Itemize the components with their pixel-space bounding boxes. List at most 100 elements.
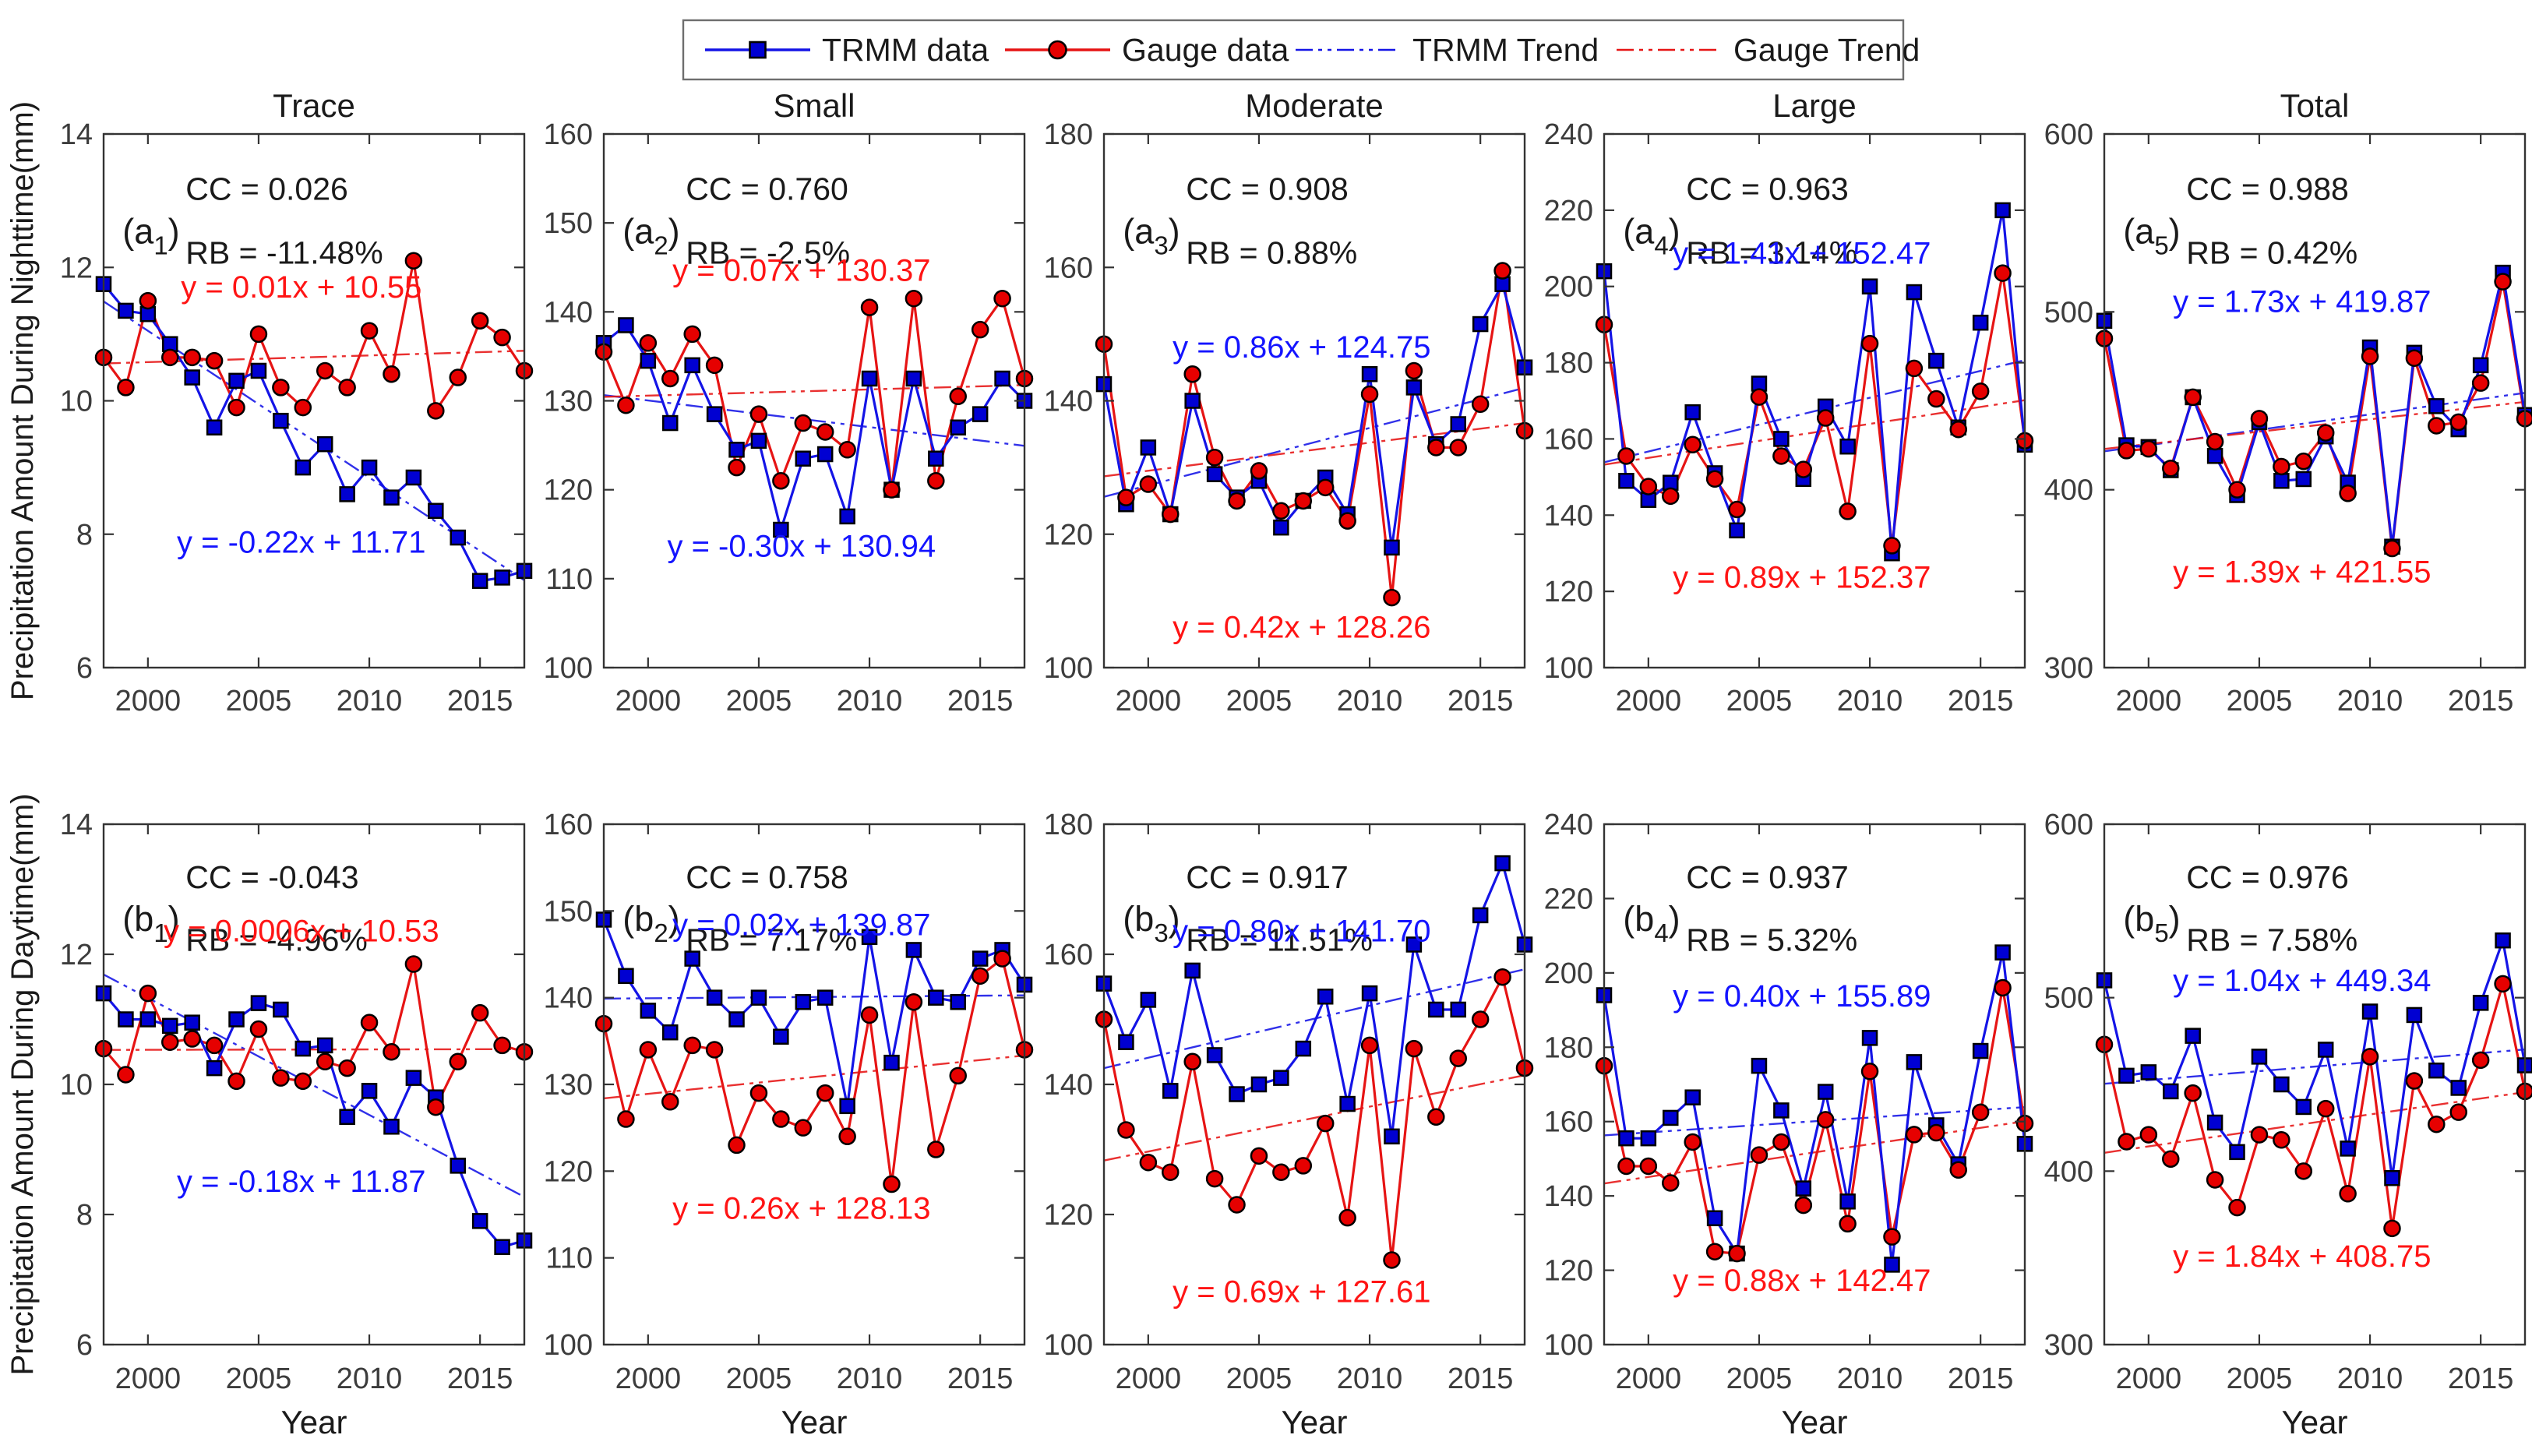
gauge-point [1728,1244,1746,1263]
y-tick-label: 600 [2044,809,2093,841]
gauge-point [1139,475,1158,493]
gauge-point [2206,432,2224,451]
cc-value: CC = 0.917 [1186,859,1349,895]
trmm-point [773,1028,789,1045]
y-tick-label: 140 [1544,499,1593,532]
gauge-point [427,402,445,420]
y-tick-label: 600 [2044,118,2093,151]
legend-label: Gauge Trend [1733,32,1920,68]
gauge-point [2361,1048,2379,1066]
trmm-point [1206,1047,1223,1063]
gauge-point [617,396,635,414]
trmm-point [294,459,312,476]
x-tick-label: 2010 [1337,1363,1403,1395]
gauge-point [183,1030,201,1048]
panel-b5: 2000 2005 2010 2015 300 400 500 600 Year (b5)CC =… [2044,809,2532,1440]
trmm-point [839,508,855,525]
legend-item-gauge-data: Gauge data [1005,32,1289,68]
gauge-point [1994,264,2012,282]
legend-label: TRMM data [822,32,989,68]
gauge-point [1250,1147,1268,1165]
trmm-point [1450,416,1466,432]
gauge-point [383,365,400,383]
gauge-point [1139,1153,1158,1172]
x-tick-label: 2015 [2448,1363,2514,1395]
panel-title: Moderate [1245,87,1383,124]
gauge-point [2361,347,2379,365]
y-tick-label: 100 [544,1329,593,1362]
cc-value: CC = 0.976 [2186,859,2349,895]
gauge-point [1772,447,1790,465]
trmm-point [1428,1001,1444,1018]
gauge-point [1750,388,1769,406]
gauge-point [816,1084,834,1102]
y-tick-label: 400 [2044,474,2093,507]
gauge-equation: y = 0.88x + 142.47 [1673,1264,1931,1298]
trmm-point [471,573,488,589]
y-tick-label: 160 [1044,252,1093,284]
trmm-point [928,989,944,1006]
panel-label: (a5) [2123,211,2180,259]
legend: TRMM data Gauge data TRMM Trend Gauge Trend [682,19,1920,81]
gauge-point [2405,349,2424,367]
x-tick-label: 2005 [726,1363,792,1395]
y-tick-label: 240 [1544,809,1593,841]
gauge-point [205,351,224,370]
y-tick-label: 150 [544,207,593,240]
trmm-point [1229,1086,1245,1102]
trmm-point [640,1003,657,1019]
gauge-trend-line [1603,399,2026,466]
gauge-point [2339,1185,2357,1203]
gauge-point [404,955,423,973]
gauge-point [117,1066,135,1084]
gauge-point [1816,409,1835,427]
trmm-point [1994,944,2011,961]
trmm-point [1795,1180,1812,1197]
y-tick-label: 10 [60,1069,93,1102]
gauge-equation: y = 0.69x + 127.61 [1173,1275,1430,1310]
gauge-point [1860,1063,1879,1081]
trmm-point [1906,284,1923,301]
trmm-point [405,469,422,486]
y-tick-label: 180 [1044,809,1093,841]
gauge-point [183,348,201,367]
trmm-point [1140,992,1157,1008]
gauge-point [2449,1103,2467,1121]
gauge-point [639,334,658,352]
gauge-point [661,1093,679,1111]
trmm-equation: y = -0.30x + 130.94 [667,529,936,563]
gauge-point [2118,442,2135,460]
panel-label: (a4) [1623,211,1680,259]
gauge-point [2139,439,2158,458]
y-tick-label: 130 [544,386,593,418]
gauge-point [1794,460,1813,478]
legend-item-gauge-trend: Gauge Trend [1617,32,1920,68]
legend-label: Gauge data [1122,32,1289,68]
y-tick-label: 120 [1044,1199,1093,1232]
x-tick-label: 2005 [226,1363,292,1395]
trmm-point [471,1213,488,1229]
x-tick-label: 2000 [1616,1363,1682,1395]
plot-area [604,824,1024,1345]
y-tick-label: 110 [545,1243,593,1275]
gauge-point [2471,374,2490,392]
trmm-point [1450,1001,1466,1018]
x-tick-label: 2000 [115,685,182,717]
trmm-point [2472,995,2489,1011]
trmm-point [1250,1076,1268,1093]
trmm-point [206,1059,223,1077]
gauge-point [1183,1052,1201,1071]
y-tick-label: 6 [76,1329,93,1362]
gauge-point [2316,424,2335,442]
panel-a2: 2000 2005 2010 2015 100 110 120 130 140 150 160 Sma… [544,87,1034,717]
rb-value: RB = 11.51% [1186,922,1373,957]
gauge-point [683,325,701,344]
gauge-point [1338,1208,1356,1227]
trmm-trend-line [2104,1048,2526,1085]
x-tick-label: 2005 [2227,685,2293,717]
panel-label: (a2) [622,211,679,259]
gauge-point [427,1098,445,1116]
gauge-point [1427,439,1445,457]
trmm-point [1729,522,1745,539]
trmm-point [450,529,466,546]
